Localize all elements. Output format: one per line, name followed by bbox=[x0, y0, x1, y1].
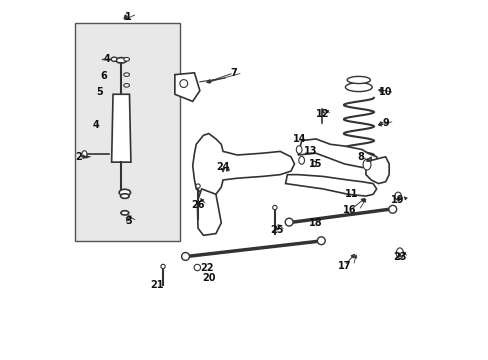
Text: 24: 24 bbox=[216, 162, 229, 172]
Ellipse shape bbox=[194, 264, 200, 271]
Text: 9: 9 bbox=[382, 118, 388, 128]
Ellipse shape bbox=[346, 76, 370, 84]
Ellipse shape bbox=[119, 189, 130, 196]
Polygon shape bbox=[298, 139, 378, 167]
Ellipse shape bbox=[82, 151, 87, 158]
Text: 19: 19 bbox=[390, 195, 404, 204]
Ellipse shape bbox=[196, 184, 200, 188]
Text: 15: 15 bbox=[308, 159, 322, 169]
Text: 6: 6 bbox=[100, 71, 106, 81]
Text: 17: 17 bbox=[337, 261, 350, 271]
Polygon shape bbox=[365, 157, 388, 184]
FancyBboxPatch shape bbox=[75, 23, 180, 241]
Text: 14: 14 bbox=[292, 134, 306, 144]
Polygon shape bbox=[175, 73, 200, 102]
Ellipse shape bbox=[181, 252, 189, 260]
Text: 8: 8 bbox=[356, 152, 363, 162]
Text: 26: 26 bbox=[191, 200, 204, 210]
Text: 25: 25 bbox=[269, 225, 283, 235]
Ellipse shape bbox=[161, 264, 165, 269]
Polygon shape bbox=[197, 189, 221, 235]
Polygon shape bbox=[111, 94, 131, 162]
Polygon shape bbox=[192, 134, 294, 196]
Ellipse shape bbox=[272, 205, 276, 210]
Text: 16: 16 bbox=[343, 205, 356, 215]
Text: 1: 1 bbox=[125, 13, 131, 22]
Ellipse shape bbox=[317, 237, 325, 245]
Text: 22: 22 bbox=[200, 262, 213, 273]
Text: 7: 7 bbox=[230, 68, 237, 78]
Text: 12: 12 bbox=[316, 109, 329, 119]
Ellipse shape bbox=[394, 192, 401, 200]
Ellipse shape bbox=[121, 211, 128, 215]
Ellipse shape bbox=[298, 157, 304, 164]
Ellipse shape bbox=[123, 84, 129, 87]
Text: 18: 18 bbox=[308, 218, 322, 228]
Ellipse shape bbox=[116, 58, 126, 63]
Ellipse shape bbox=[363, 159, 370, 170]
Ellipse shape bbox=[180, 80, 187, 87]
Text: 21: 21 bbox=[150, 280, 163, 291]
Text: 23: 23 bbox=[392, 252, 406, 262]
Ellipse shape bbox=[395, 248, 403, 258]
Text: 4: 4 bbox=[93, 120, 100, 130]
Ellipse shape bbox=[345, 83, 371, 91]
Ellipse shape bbox=[285, 218, 292, 226]
Ellipse shape bbox=[311, 161, 316, 167]
Ellipse shape bbox=[123, 58, 129, 61]
Ellipse shape bbox=[111, 57, 117, 62]
Text: 10: 10 bbox=[378, 87, 391, 98]
Text: 3: 3 bbox=[125, 216, 131, 226]
Text: 2: 2 bbox=[75, 152, 81, 162]
Ellipse shape bbox=[296, 146, 302, 154]
Ellipse shape bbox=[123, 73, 129, 76]
Text: 4: 4 bbox=[103, 54, 110, 64]
Ellipse shape bbox=[121, 194, 129, 198]
Text: 5: 5 bbox=[96, 87, 103, 98]
Ellipse shape bbox=[388, 205, 396, 213]
Polygon shape bbox=[285, 175, 376, 196]
Text: 20: 20 bbox=[202, 273, 215, 283]
Text: 13: 13 bbox=[303, 147, 317, 157]
Text: 11: 11 bbox=[344, 189, 358, 199]
